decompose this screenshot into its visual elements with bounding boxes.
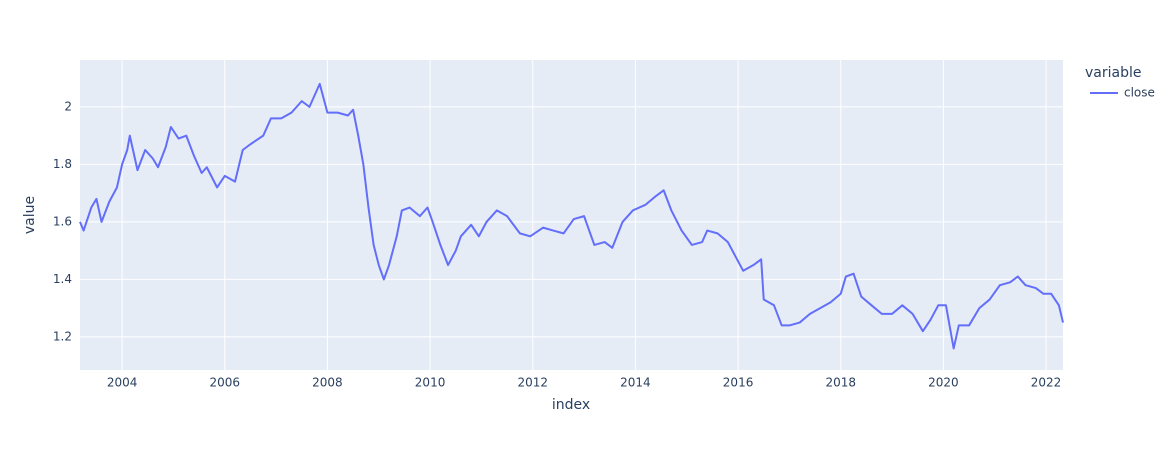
- y-tick-label: 2: [64, 99, 72, 113]
- legend-title: variable: [1085, 65, 1141, 81]
- plot-area: [80, 60, 1063, 370]
- x-tick-label: 2006: [209, 376, 240, 390]
- x-tick-label: 2020: [928, 376, 959, 390]
- y-axis-title: value: [22, 196, 38, 234]
- x-tick-label: 2012: [517, 376, 548, 390]
- x-tick-label: 2014: [620, 376, 651, 390]
- x-tick-label: 2022: [1031, 376, 1062, 390]
- y-tick-label: 1.2: [53, 329, 72, 343]
- y-tick-label: 1.8: [53, 157, 72, 171]
- x-axis-title: index: [552, 397, 590, 413]
- x-tick-label: 2018: [825, 376, 856, 390]
- x-tick-label: 2016: [723, 376, 754, 390]
- legend-label: close: [1124, 86, 1155, 100]
- x-tick-label: 2004: [107, 376, 138, 390]
- data-line: [79, 82, 1064, 350]
- y-tick-label: 1.6: [53, 214, 72, 228]
- x-tick-label: 2010: [415, 376, 446, 390]
- y-tick-label: 1.4: [53, 272, 72, 286]
- x-tick-label: 2008: [312, 376, 343, 390]
